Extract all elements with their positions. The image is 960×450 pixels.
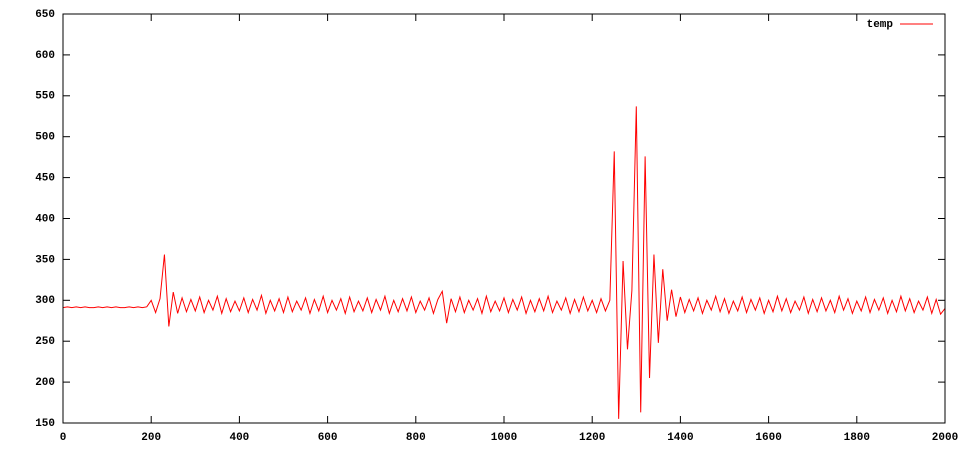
x-tick-label: 1000	[491, 432, 517, 444]
y-tick-label: 400	[35, 213, 55, 225]
x-tick-label: 0	[60, 432, 67, 444]
y-tick-label: 450	[35, 173, 55, 185]
y-tick-label: 600	[35, 50, 55, 62]
y-tick-label: 150	[35, 418, 55, 430]
data-line	[62, 106, 946, 419]
y-tick-label: 300	[35, 295, 55, 307]
x-tick-label: 800	[406, 432, 426, 444]
y-tick-label: 550	[35, 91, 55, 103]
x-tick-label: 1800	[844, 432, 870, 444]
x-tick-label: 400	[229, 432, 249, 444]
y-tick-label: 200	[35, 377, 55, 389]
x-tick-label: 600	[318, 432, 338, 444]
y-tick-label: 250	[35, 336, 55, 348]
y-tick-label: 650	[35, 9, 55, 21]
x-tick-label: 2000	[932, 432, 958, 444]
y-tick-label: 350	[35, 254, 55, 266]
x-tick-label: 1200	[579, 432, 605, 444]
legend-label: temp	[867, 19, 894, 31]
x-tick-label: 1600	[755, 432, 781, 444]
y-tick-label: 500	[35, 132, 55, 144]
plot-border	[62, 13, 946, 424]
x-tick-label: 1400	[667, 432, 693, 444]
x-tick-label: 200	[141, 432, 161, 444]
